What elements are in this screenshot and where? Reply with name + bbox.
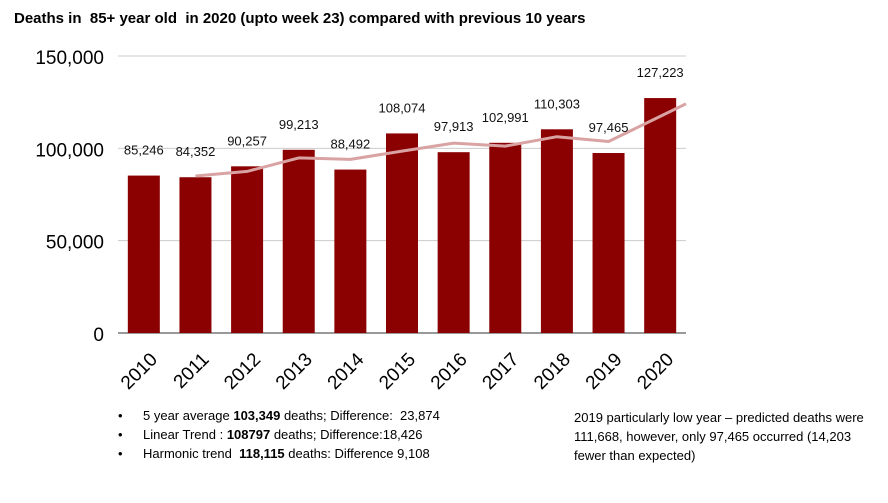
- bar: [540, 129, 573, 333]
- bar: [127, 175, 160, 333]
- side-note: 2019 particularly low year – predicted d…: [574, 410, 864, 463]
- bar-chart: 0 50,000 100,000 150,000 85,246 84,352 90,257 9…: [35, 48, 687, 394]
- data-label: 108,074: [379, 100, 426, 115]
- data-label: 99,213: [279, 117, 319, 132]
- note-linear-trend: Linear Trend : 108797 deaths; Difference…: [118, 425, 440, 444]
- note-five-year-average: 5 year average 103,349 deaths; Differenc…: [118, 406, 440, 425]
- data-label: 84,352: [176, 144, 216, 159]
- x-tick-label: 2010: [117, 349, 162, 394]
- notes-list: 5 year average 103,349 deaths; Differenc…: [118, 406, 440, 463]
- x-tick-label: 2011: [170, 349, 214, 393]
- x-tick-label: 2017: [479, 349, 524, 394]
- y-tick-label: 150,000: [35, 48, 104, 69]
- data-label: 102,991: [482, 110, 529, 125]
- data-label: 90,257: [227, 133, 267, 148]
- y-tick-label: 100,000: [35, 140, 104, 161]
- y-tick-label: 0: [93, 325, 104, 346]
- x-tick-label: 2020: [633, 349, 678, 394]
- data-label: 88,492: [330, 137, 370, 152]
- bar: [644, 98, 677, 333]
- x-tick-label: 2014: [324, 349, 369, 394]
- bar: [334, 169, 367, 333]
- x-tick-label: 2019: [582, 349, 627, 394]
- chart-title: Deaths in 85+ year old in 2020 (upto wee…: [14, 10, 586, 27]
- bar: [437, 152, 470, 333]
- data-label: 85,246: [124, 143, 164, 158]
- bar: [282, 149, 315, 333]
- x-tick-label: 2015: [375, 349, 420, 394]
- bar: [386, 133, 418, 333]
- bar: [592, 153, 625, 333]
- bar: [489, 142, 522, 333]
- bar: [179, 177, 212, 333]
- x-tick-label: 2013: [272, 349, 317, 394]
- data-label: 127,223: [637, 65, 684, 80]
- bar: [231, 166, 264, 333]
- data-label: 97,913: [434, 119, 474, 134]
- x-tick-label: 2012: [220, 349, 265, 394]
- y-tick-label: 50,000: [46, 233, 104, 254]
- x-tick-label: 2018: [530, 349, 575, 394]
- note-harmonic-trend: Harmonic trend 118,115 deaths: Differenc…: [118, 444, 440, 463]
- data-label: 110,303: [534, 96, 580, 111]
- x-tick-label: 2016: [427, 349, 472, 394]
- trend-line: [195, 102, 687, 178]
- data-label: 97,465: [589, 120, 629, 135]
